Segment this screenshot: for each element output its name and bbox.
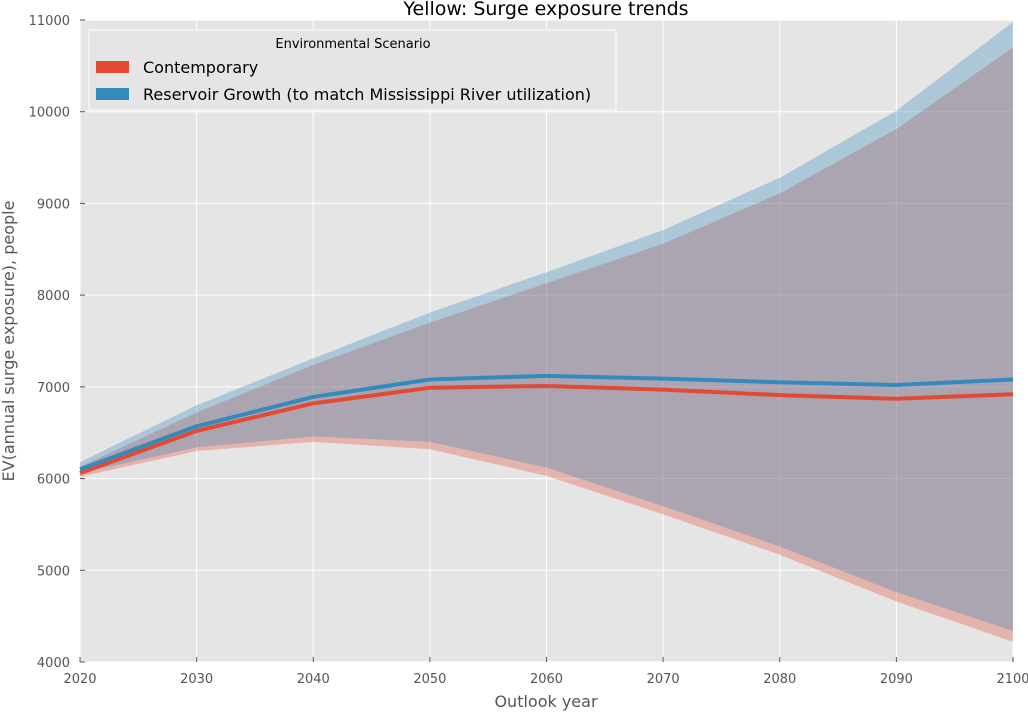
x-tick-label: 2090 (880, 672, 913, 687)
y-tick-label: 8000 (37, 289, 70, 304)
tick-layer: 2020 2030 2040 2050 2060 2070 2080 2090 2100 4000… (29, 14, 1028, 687)
legend-swatch-reservoir-growth (96, 88, 129, 100)
x-tick-label: 2050 (413, 672, 446, 687)
series-0-uncertainty-band (80, 47, 1013, 642)
line-layer (79, 373, 1014, 475)
x-tick-label: 2080 (763, 672, 796, 687)
series-0-line (79, 383, 1014, 475)
y-tick-label: 5000 (37, 564, 70, 579)
legend-swatch-contemporary (96, 61, 129, 73)
y-axis-label: EV(annual surge exposure), people (0, 201, 18, 482)
legend-label-reservoir-growth: Reservoir Growth (to match Mississippi R… (143, 85, 591, 104)
y-tick-label: 4000 (37, 656, 70, 671)
x-tick-label: 2070 (647, 672, 680, 687)
x-tick-label: 2060 (530, 672, 563, 687)
legend-title: Environmental Scenario (275, 37, 430, 52)
y-tick-label: 9000 (37, 197, 70, 212)
legend-label-contemporary: Contemporary (143, 58, 258, 77)
y-tick-label: 11000 (29, 14, 70, 29)
y-tick-label: 7000 (37, 381, 70, 396)
series-1-uncertainty-band (80, 21, 1013, 631)
series-1-line (79, 373, 1014, 472)
band-layer (80, 21, 1013, 642)
x-tick-label: 2030 (180, 672, 213, 687)
legend: Environmental Scenario Contemporary Rese… (88, 29, 617, 111)
x-tick-label: 2100 (996, 672, 1028, 687)
y-tick-label: 6000 (37, 473, 70, 488)
chart-title: Yellow: Surge exposure trends (402, 0, 688, 20)
y-tick-label: 10000 (29, 106, 70, 121)
legend-box (88, 29, 617, 111)
x-tick-label: 2040 (297, 672, 330, 687)
x-axis-label: Outlook year (494, 692, 598, 711)
x-tick-label: 2020 (63, 672, 96, 687)
